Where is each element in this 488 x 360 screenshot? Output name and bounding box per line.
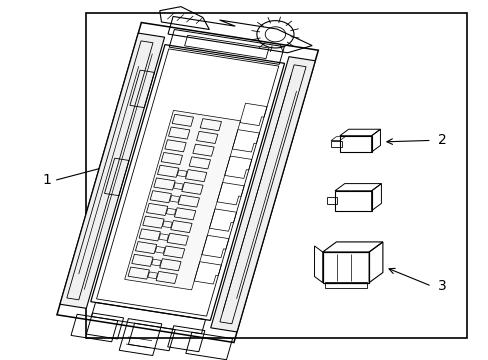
Polygon shape [124,111,240,290]
Polygon shape [60,33,164,309]
Text: 2: 2 [437,134,446,147]
Polygon shape [210,57,315,332]
Bar [85,13,466,338]
Text: 1: 1 [42,173,51,187]
Text: 3: 3 [437,279,446,293]
